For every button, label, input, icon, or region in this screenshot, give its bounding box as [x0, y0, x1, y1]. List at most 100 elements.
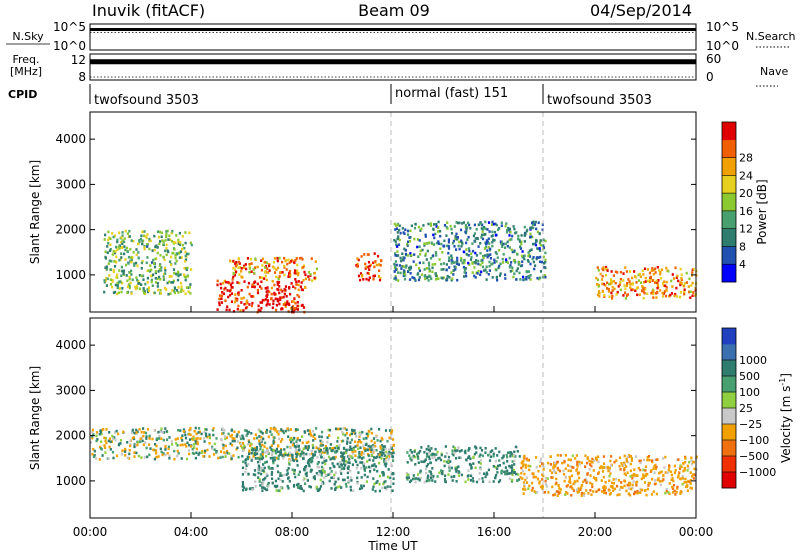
power-cell [236, 307, 239, 311]
power-cell [148, 237, 151, 241]
power-cell [529, 278, 532, 281]
velocity-cell [564, 454, 567, 457]
power-cell [624, 287, 627, 290]
power-cell [176, 252, 179, 256]
velocity-cell [380, 454, 384, 457]
velocity-cell [197, 453, 200, 456]
power-cell [538, 232, 541, 235]
velocity-cell [233, 430, 236, 433]
velocity-cell [684, 455, 687, 459]
velocity-cell [358, 438, 361, 442]
power-cell [296, 301, 299, 304]
power-cell [181, 247, 184, 251]
power-cell [366, 271, 369, 275]
power-cell [293, 297, 296, 300]
velocity-cell [467, 469, 470, 472]
velocity-cell [589, 489, 592, 492]
velocity-cell [253, 451, 257, 455]
velocity-cell [346, 442, 349, 445]
velocity-cell [95, 431, 99, 434]
power-cell [486, 253, 489, 256]
power-cell [484, 254, 487, 257]
velocity-cell [413, 477, 416, 480]
power-cell [158, 230, 161, 234]
power-cell [219, 282, 222, 286]
velocity-cell [416, 455, 420, 459]
power-cell [458, 240, 461, 244]
power-cell [116, 238, 119, 242]
velocity-cell [585, 481, 588, 484]
power-cell [138, 239, 141, 242]
velocity-cell [683, 468, 686, 472]
velocity-cell [378, 455, 381, 459]
velocity-cell [122, 430, 125, 434]
power-cell [596, 278, 600, 282]
power-region-4 [103, 229, 193, 296]
velocity-cell [250, 446, 253, 450]
velocity-cell [441, 472, 444, 476]
power-cell [240, 289, 243, 292]
velocity-cell [304, 482, 307, 485]
velocity-cell [386, 475, 390, 479]
power-cell [499, 272, 502, 275]
velocity-cell [208, 436, 212, 440]
power-cell [490, 223, 494, 226]
velocity-cell [524, 488, 527, 491]
power-cell [257, 308, 260, 312]
x-tick-label: 04:00 [174, 525, 209, 539]
velocity-cell [460, 473, 463, 477]
power-cell [430, 277, 433, 281]
power-cell [485, 239, 488, 242]
nave-right-tick-top: 60 [706, 52, 721, 66]
velocity-cell [188, 452, 191, 456]
velocity-cell [279, 451, 283, 455]
power-cell [123, 240, 126, 244]
velocity-cell [258, 439, 261, 443]
velocity-cell [542, 468, 545, 471]
velocity-cell [159, 447, 162, 451]
velocity-cell [511, 473, 514, 476]
velocity-cell [303, 431, 307, 434]
velocity-cell [379, 450, 382, 454]
power-cell [246, 285, 249, 289]
velocity-cell [288, 479, 291, 483]
velocity-cell [588, 463, 592, 466]
power-cell [505, 231, 509, 234]
power-cell [276, 266, 280, 270]
velocity-cell [458, 456, 461, 459]
station-title: Inuvik (fitACF) [92, 1, 205, 20]
velocity-cell [322, 482, 325, 485]
power-cell [154, 271, 157, 275]
power-cell [521, 260, 524, 263]
power-cell [452, 269, 455, 272]
velocity-cell [555, 481, 558, 485]
power-cell [523, 225, 526, 229]
velocity-y-axis-label: Slant Range [km] [28, 366, 42, 470]
velocity-cell [595, 458, 599, 462]
velocity-cell [346, 440, 349, 443]
power-cell [148, 239, 151, 243]
power-cell [229, 259, 232, 263]
velocity-cell [167, 445, 170, 449]
velocity-cell [260, 472, 263, 476]
velocity-cell [220, 450, 223, 453]
power-cell [688, 290, 691, 294]
velocity-cell [455, 480, 458, 483]
velocity-cell [270, 470, 274, 474]
power-cell [403, 277, 407, 281]
velocity-cell [405, 476, 408, 479]
velocity-cell [535, 456, 538, 459]
power-cell [278, 302, 281, 306]
power-cell [287, 258, 290, 262]
velocity-cell [580, 491, 583, 495]
power-cell [311, 279, 314, 282]
power-cell [667, 269, 670, 273]
power-cell [628, 280, 631, 283]
velocity-cell [181, 439, 184, 442]
velocity-cell [310, 458, 313, 461]
velocity-cell [306, 461, 309, 465]
power-cell [403, 272, 406, 276]
velocity-cell [426, 452, 429, 456]
velocity-cell [334, 455, 337, 459]
velocity-cell [375, 481, 378, 484]
